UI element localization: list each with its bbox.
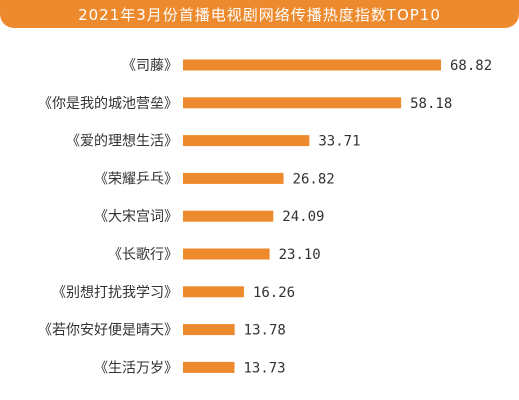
category-label: 《荣耀乒乓》 [94,171,178,187]
category-label: 《生活万岁》 [94,360,178,376]
bar [183,97,402,109]
category-label: 《爱的理想生活》 [66,134,178,150]
value-label: 68.82 [450,58,492,74]
chart-title: 2021年3月份首播电视剧网络传播热度指数TOP10 [78,5,441,24]
bar [183,286,244,298]
bar [183,324,235,336]
value-label: 16.26 [253,285,295,301]
category-label: 《大宋宫词》 [94,209,178,225]
value-label: 24.09 [282,209,324,225]
chart-title-bar: 2021年3月份首播电视剧网络传播热度指数TOP10 [0,0,519,28]
category-label: 《别想打扰我学习》 [52,284,178,301]
bar [183,361,235,373]
bar [183,135,310,147]
bar [183,59,441,71]
category-label: 《司藤》 [122,58,178,74]
bar [183,172,284,184]
category-label: 《长歌行》 [108,247,178,263]
value-label: 58.18 [410,96,452,112]
value-label: 13.73 [243,360,285,376]
bar [183,248,270,260]
bar [183,210,274,222]
value-label: 23.10 [279,247,321,263]
value-label: 26.82 [293,171,335,187]
category-label: 《你是我的城池营垒》 [38,96,178,112]
category-label: 《若你安好便是晴天》 [38,323,178,339]
value-label: 13.78 [244,323,286,339]
value-label: 33.71 [318,134,360,150]
